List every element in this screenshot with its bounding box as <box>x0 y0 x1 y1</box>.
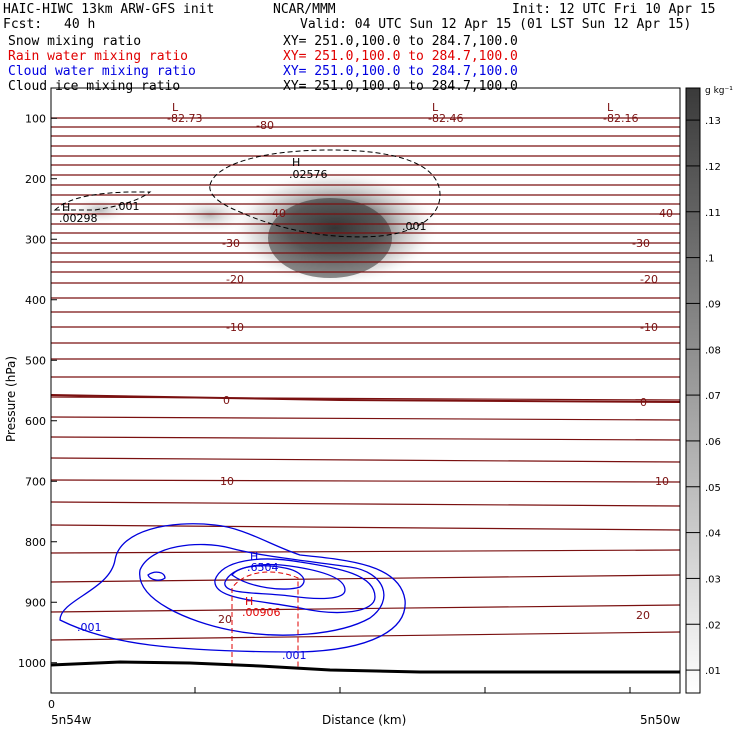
isotherm-label-0-a: 0 <box>223 394 230 407</box>
cloud-water-high-marker: H <box>250 550 258 563</box>
isotherm-label-minus30-b: -30 <box>632 237 650 250</box>
init-time: Init: 12 UTC Fri 10 Apr 15 <box>512 2 716 17</box>
x-tick-zero: 0 <box>48 698 55 711</box>
snow-high-marker: H <box>292 156 300 169</box>
field-xy-cloudwater: XY= 251.0,100.0 to 284.7,100.0 <box>283 64 518 79</box>
field-name-cloudice: Cloud ice mixing ratio <box>8 79 181 94</box>
snow-shading-core <box>268 198 392 278</box>
ice-high-value: .00298 <box>59 212 98 225</box>
isotherm-label-20-a: 20 <box>218 613 232 626</box>
low-marker-3: L <box>607 101 614 114</box>
isotherm-label-minus10-b: -10 <box>640 321 658 334</box>
low-value-3: -82.16 <box>603 112 638 125</box>
snow-shading-west <box>170 195 250 235</box>
isotherm-label-minus30-a: -30 <box>222 237 240 250</box>
colorbar-tick-label: .12 <box>705 162 721 173</box>
isotherm-label-minus20-b: -20 <box>640 273 658 286</box>
title: HAIC-HIWC 13km ARW-GFS init <box>3 2 215 17</box>
contour-value-labels: .001 .001 .001 .001 <box>77 200 427 662</box>
isotherm-label-20-b: 20 <box>636 609 650 622</box>
field-xy-snow: XY= 251.0,100.0 to 284.7,100.0 <box>283 34 518 49</box>
low-marker-2: L <box>432 101 439 114</box>
rain-high-marker: H <box>245 595 253 608</box>
field-xy-rain: XY= 251.0,100.0 to 284.7,100.0 <box>283 49 518 64</box>
isotherm-label-minus20-a: -20 <box>226 273 244 286</box>
colorbar-tick-label: .04 <box>705 529 721 540</box>
fcst-value: 40 h <box>64 17 96 32</box>
y-tick-label: 500 <box>25 354 46 367</box>
x-left-label: 5n54w <box>51 713 92 727</box>
colorbar-tick-label: .11 <box>705 208 721 219</box>
isotherm-label-minus40-a: -40 <box>268 207 286 220</box>
field-name-cloudwater: Cloud water mixing ratio <box>8 64 196 79</box>
rain-high-value: .00906 <box>242 606 281 619</box>
isotherm-label-10-a: 10 <box>220 475 234 488</box>
x-axis-label: Distance (km) <box>322 713 406 727</box>
cloud-water-label-2: .001 <box>282 649 307 662</box>
field-name-rain: Rain water mixing ratio <box>8 49 189 64</box>
snow-shading-farwest <box>70 196 130 224</box>
colorbar-tick-label: .13 <box>705 116 721 127</box>
terrain-line <box>50 660 680 674</box>
colorbar: .13 .12 .11 .1 .09 .08 .07 .06 .05 .04 .03 .02 .01 g… <box>685 86 733 694</box>
isotherm-label-minus40-b: -40 <box>655 207 673 220</box>
cloud-water-contours <box>59 523 406 653</box>
cloud-ice-contour-west <box>53 191 152 211</box>
cloud-water-label-1: .001 <box>77 621 102 634</box>
colorbar-tick-label: .1 <box>705 254 715 265</box>
colorbar-fill <box>685 87 701 694</box>
isotherm-label-10-b: 10 <box>655 475 669 488</box>
fcst-label: Fcst: <box>3 17 43 32</box>
snow-high-value: .02576 <box>289 168 328 181</box>
y-axis-label: Pressure (hPa) <box>4 356 18 442</box>
colorbar-tick-label: .07 <box>705 391 721 402</box>
rain-water-contour <box>231 571 299 668</box>
institution: NCAR/MMM <box>273 2 336 17</box>
y-tick-label: 100 <box>25 112 46 125</box>
y-tick-label: 600 <box>25 415 46 428</box>
colorbar-tick-label: .03 <box>705 574 721 585</box>
colorbar-tick-label: .09 <box>705 299 721 310</box>
colorbar-tick-label: .01 <box>705 666 721 677</box>
ice-contour-label-1: .001 <box>115 200 140 213</box>
field-xy-cloudice: XY= 251.0,100.0 to 284.7,100.0 <box>283 79 518 94</box>
y-tick-label: 700 <box>25 475 46 488</box>
y-tick-label: 200 <box>25 173 46 186</box>
y-tick-label: 400 <box>25 294 46 307</box>
ice-contour-label-2: .001 <box>402 220 427 233</box>
colorbar-tick-label: .08 <box>705 345 721 356</box>
cloud-water-high-value: .6504 <box>247 561 279 574</box>
low-value-1: -82.73 <box>167 112 202 125</box>
y-tick-label: 300 <box>25 233 46 246</box>
ice-high-marker: H <box>62 201 70 214</box>
y-tick-label: 900 <box>25 596 46 609</box>
colorbar-tick-label: .06 <box>705 437 721 448</box>
extrema-labels: L -82.73 L -82.46 L -82.16 H .02576 H .0… <box>59 101 638 619</box>
isotherm-label-minus80: -80 <box>256 119 274 132</box>
colorbar-tick-label: .02 <box>705 620 721 631</box>
y-axis: 100 200 300 400 500 600 700 800 900 1000 <box>18 112 57 670</box>
cloud-ice-contour <box>209 149 441 238</box>
x-right-label: 5n50w <box>640 713 681 727</box>
valid-time: Valid: 04 UTC Sun 12 Apr 15 (01 LST Sun … <box>300 17 692 32</box>
colorbar-unit: g kg⁻¹ <box>705 86 733 96</box>
y-tick-label: 800 <box>25 536 46 549</box>
isotherm-label-minus10-a: -10 <box>226 321 244 334</box>
field-name-snow: Snow mixing ratio <box>8 34 142 49</box>
plot-area: -80 -40 -40 -30 -30 -20 -20 -10 -10 0 0 … <box>50 101 681 674</box>
isotherm-label-0-b: 0 <box>640 396 647 409</box>
plot-frame <box>50 87 681 694</box>
y-tick-label: 1000 <box>18 657 46 670</box>
colorbar-tick-label: .05 <box>705 483 721 494</box>
isotherms-bold <box>50 394 681 403</box>
x-axis <box>194 687 631 693</box>
low-marker-1: L <box>172 101 179 114</box>
low-value-2: -82.46 <box>428 112 463 125</box>
temperature-labels: -80 -40 -40 -30 -30 -20 -20 -10 -10 0 0 … <box>218 119 673 626</box>
